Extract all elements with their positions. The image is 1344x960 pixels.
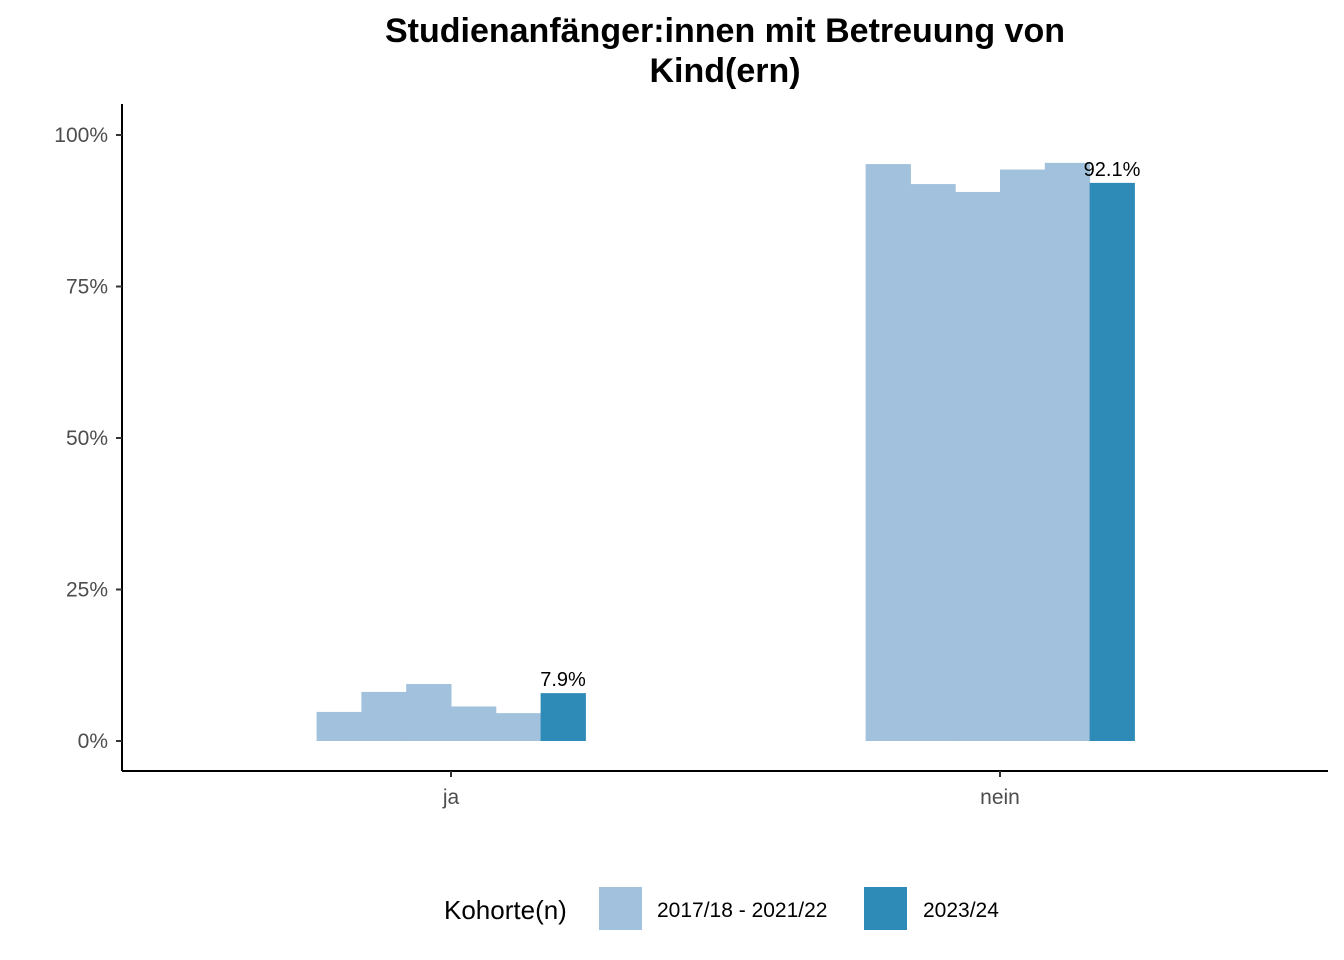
x-axis: ja nein: [122, 770, 1328, 809]
y-axis: 0% 25% 50% 75% 100%: [54, 104, 123, 771]
bar-nein-2: [955, 191, 1001, 741]
bar-nein-1: [910, 184, 956, 742]
y-tick-label: 0%: [78, 730, 108, 753]
y-tick-label: 50%: [66, 427, 108, 450]
legend-key-0: [599, 887, 642, 930]
bar-ja-4: [495, 713, 542, 741]
bar-nein-3: [1000, 169, 1046, 742]
legend-label-1: 2023/24: [923, 899, 999, 922]
legend-key-1: [864, 887, 907, 930]
data-label-nein: 92.1%: [1084, 159, 1141, 181]
chart-title-line-2: Kind(ern): [649, 52, 800, 90]
data-label-ja: 7.9%: [540, 669, 586, 691]
bar-ja-5: [540, 693, 586, 741]
bar-ja-0: [316, 711, 362, 741]
y-tick-label: 75%: [66, 276, 108, 299]
bar-nein-5: [1089, 182, 1135, 741]
bar-nein-4: [1044, 162, 1091, 741]
bars-layer: [316, 162, 1135, 742]
x-tick-label-ja: ja: [442, 786, 460, 809]
y-tick-label: 100%: [54, 124, 108, 147]
bar-nein-0: [865, 164, 911, 742]
chart-title-line-1: Studienanfänger:innen mit Betreuung von: [385, 12, 1065, 50]
y-tick-label: 25%: [66, 579, 108, 602]
legend: Kohorte(n) 2017/18 - 2021/22 2023/24: [444, 887, 999, 930]
bar-ja-2: [406, 684, 452, 741]
x-tick-label-nein: nein: [980, 786, 1020, 809]
bar-ja-3: [451, 706, 497, 741]
legend-label-0: 2017/18 - 2021/22: [657, 899, 827, 922]
legend-title: Kohorte(n): [444, 895, 567, 925]
bar-ja-1: [361, 691, 407, 741]
data-labels-layer: 7.9% 92.1%: [540, 159, 1140, 691]
